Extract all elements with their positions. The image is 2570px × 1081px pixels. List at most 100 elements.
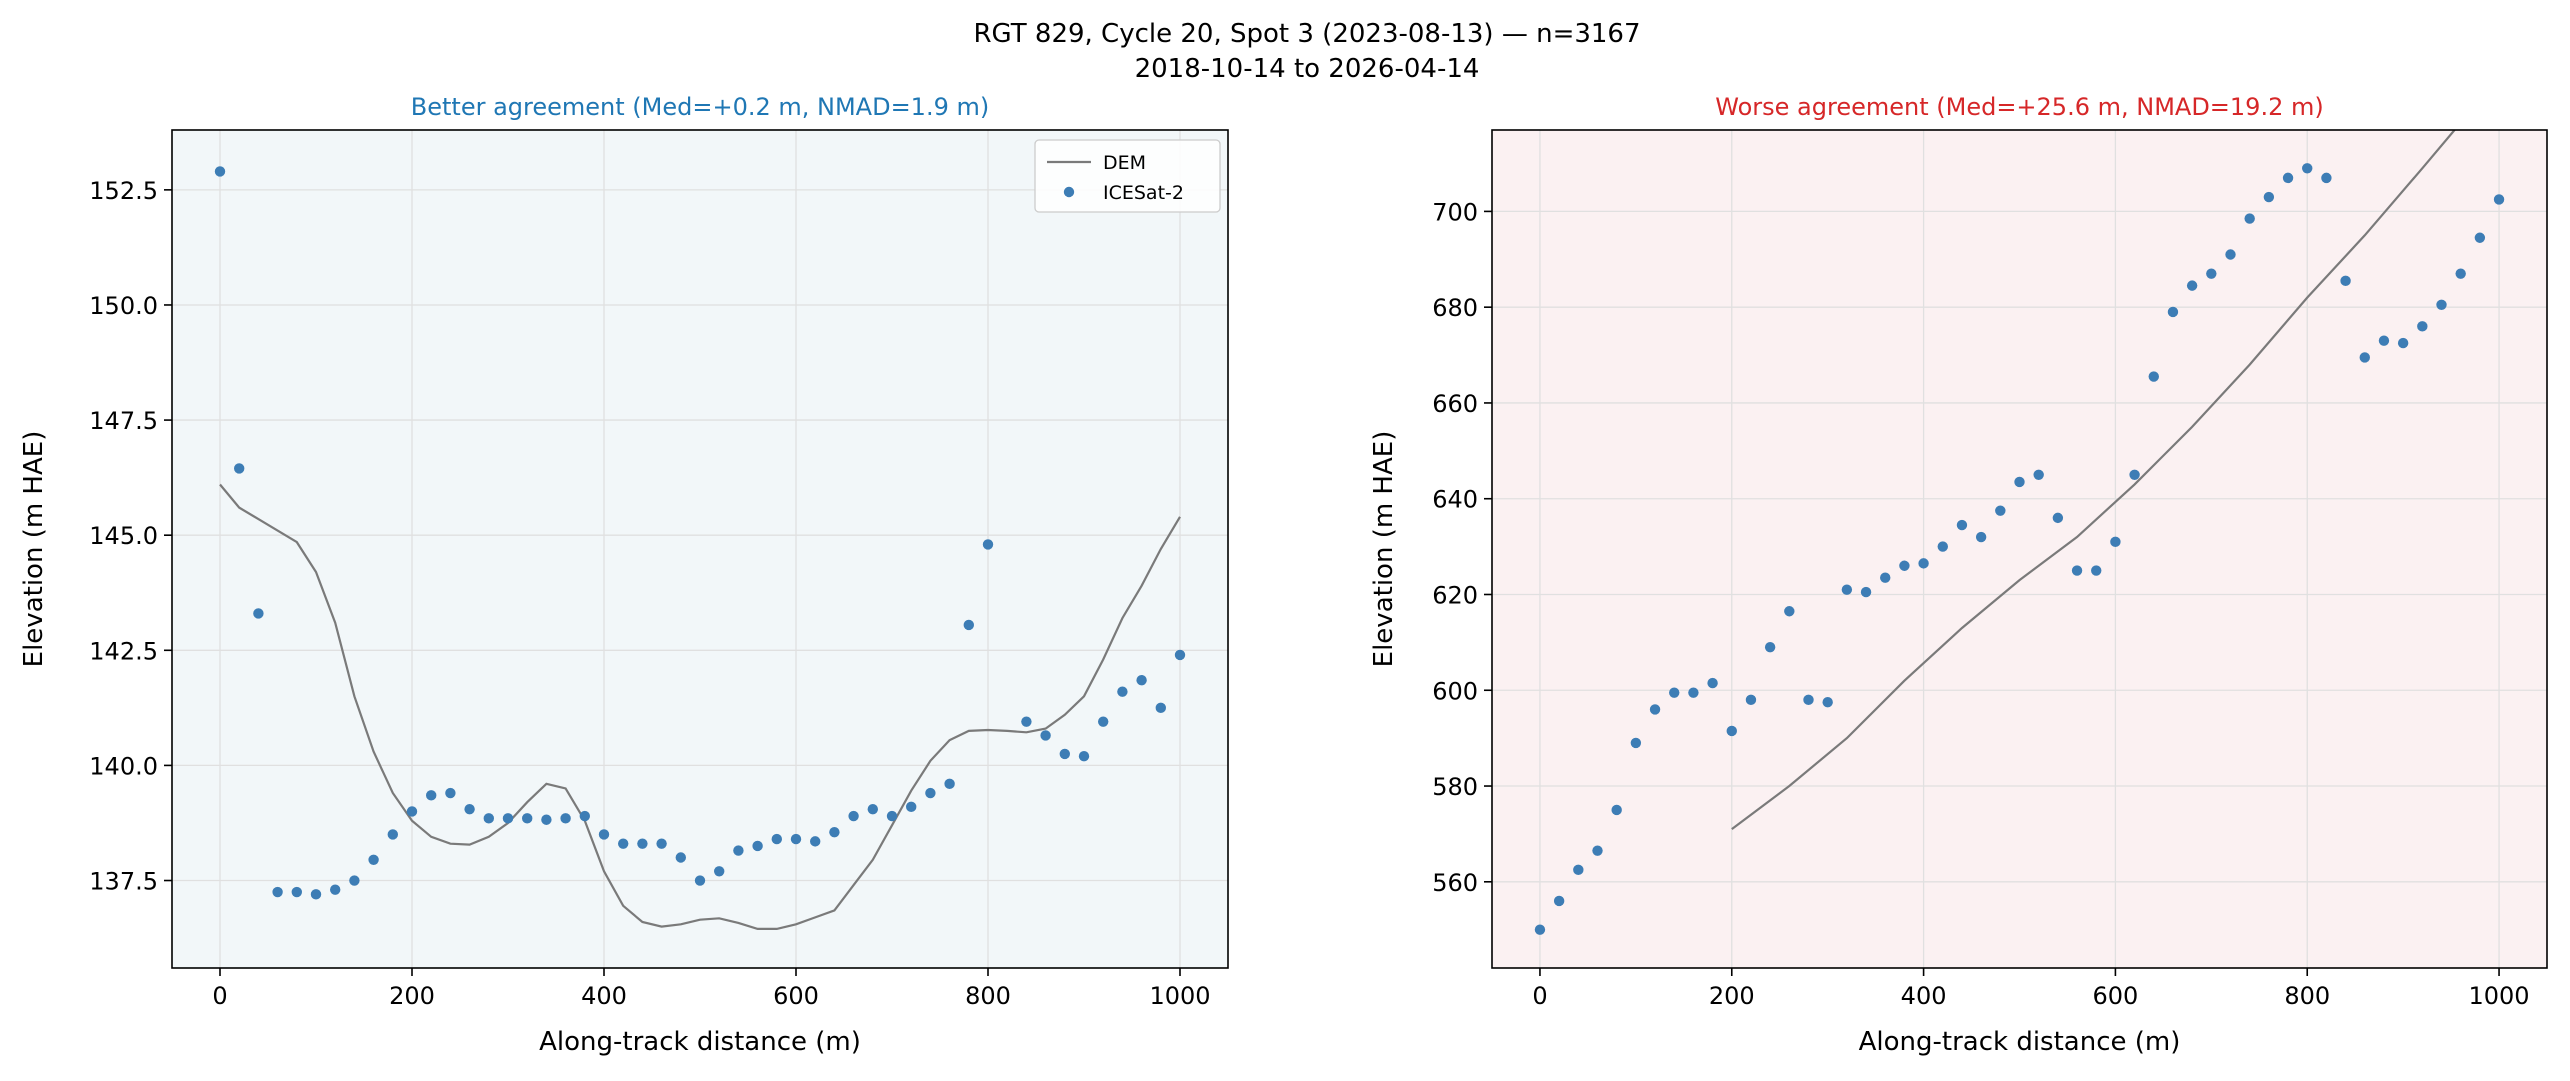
y-tick-label: 600 [1432,677,1478,705]
icesat-point [2244,213,2255,224]
icesat-point [2282,172,2294,184]
icesat-point [906,801,917,813]
icesat-point [2014,476,2025,488]
x-tick-label: 400 [1901,982,1947,1010]
icesat-point [1649,704,1661,715]
icesat-point [2206,268,2217,279]
icesat-point [483,813,494,824]
icesat-point [2263,191,2275,203]
y-tick-label: 137.5 [89,868,158,896]
icesat-point [2225,249,2236,260]
icesat-point [1117,686,1128,697]
icesat-point [1918,558,1929,569]
icesat-point [406,806,418,817]
icesat-point [752,840,763,852]
icesat-point [1592,845,1603,856]
x-tick-label: 200 [1709,982,1755,1010]
icesat-point [2052,512,2064,524]
icesat-point [886,810,898,822]
icesat-point [1040,730,1051,741]
icesat-point [1841,584,1853,595]
icesat-point [1098,716,1109,727]
x-tick-label: 0 [1532,982,1547,1010]
dem-line [219,483,1181,931]
y-tick-label: 580 [1432,773,1478,801]
icesat-point [2436,299,2447,310]
icesat-point [1803,694,1814,706]
suptitle-line1: RGT 829, Cycle 20, Spot 3 (2023-08-13) —… [973,19,1640,49]
y-tick-label: 140.0 [89,752,158,780]
icesat-point [2129,469,2140,480]
y-tick-label: 152.5 [89,177,158,205]
legend: DEM ICESat-2 [1034,139,1221,213]
icesat-point [272,886,283,898]
icesat-point [1534,924,1546,935]
icesat-point [925,787,936,799]
suptitle-line2: 2018-10-14 to 2026-04-14 [1135,54,1480,84]
icesat-point [1880,572,1891,583]
icesat-point [560,813,571,824]
icesat-point [790,833,802,845]
x-tick-label: 1000 [1149,982,1210,1010]
y-tick-label: 150.0 [89,292,158,320]
axes-title: Better agreement (Med=+0.2 m, NMAD=1.9 m… [411,93,989,121]
x-axis-label: Along-track distance (m) [539,1027,861,1057]
icesat-point [387,829,398,840]
icesat-point [963,619,974,631]
icesat-point [656,838,667,849]
y-tick-label: 142.5 [89,637,158,665]
icesat-point [234,463,245,474]
icesat-point [426,790,437,801]
icesat-point [2359,352,2370,363]
icesat-point [1688,687,1699,698]
icesat-point [829,826,840,838]
x-tick-label: 600 [2093,982,2139,1010]
icesat-point [598,829,610,840]
icesat-point [579,810,590,822]
y-tick-label: 145.0 [89,522,158,550]
legend-icesat-swatch [1063,186,1075,198]
icesat-point [2302,163,2313,174]
icesat-point [2397,337,2409,349]
icesat-point [2340,275,2351,287]
icesat-point [1764,641,1776,653]
plot-area [1534,130,2505,935]
axes-frame [171,129,1229,969]
icesat-point [1975,531,1987,543]
plot-area [214,166,1186,931]
y-tick-label: 147.5 [89,407,158,435]
icesat-point [1995,505,2006,516]
icesat-point [2474,232,2486,243]
y-tick-label: 620 [1432,581,1478,609]
icesat-point [2148,371,2159,382]
icesat-point [1726,725,1737,737]
icesat-point [1630,737,1642,749]
icesat-point [733,845,744,856]
icesat-point [2071,565,2083,576]
icesat-point [2455,268,2466,279]
icesat-point [445,787,456,799]
x-tick-label: 800 [965,982,1011,1010]
icesat-point [637,838,648,849]
dem-line [1731,130,2457,830]
icesat-point [1059,748,1071,760]
y-axis-label: Elevation (m HAE) [1369,431,1399,668]
y-tick-label: 700 [1432,198,1478,226]
icesat-point [1707,677,1718,689]
icesat-point [310,889,322,900]
icesat-point [2417,321,2428,332]
icesat-point [368,854,379,865]
icesat-point [2186,280,2198,291]
x-tick-label: 200 [389,982,435,1010]
icesat-point [1174,649,1186,661]
icesat-point [1745,694,1757,706]
icesat-point [2321,172,2332,184]
icesat-point [1899,560,1910,571]
icesat-point [1078,750,1090,762]
plot-background [1492,130,2547,968]
icesat-point [618,838,629,849]
legend-box [1034,139,1221,213]
icesat-point [848,810,859,822]
icesat-point [1573,864,1584,876]
